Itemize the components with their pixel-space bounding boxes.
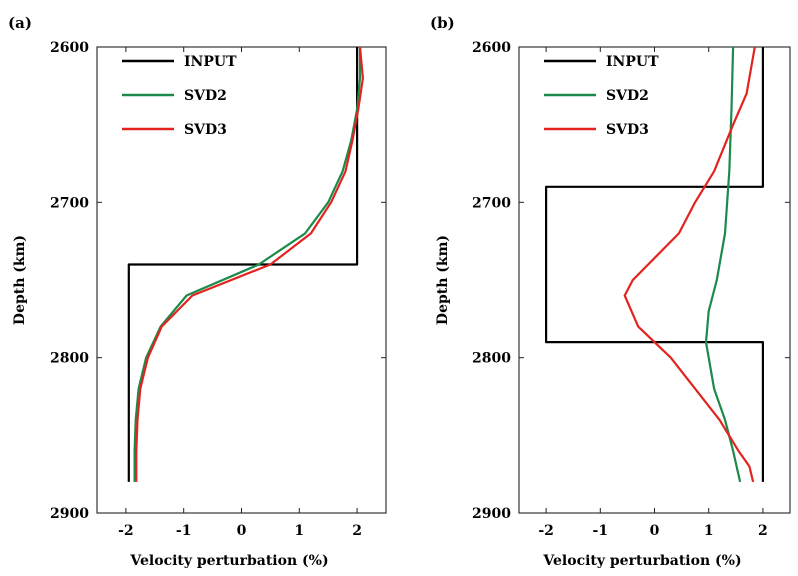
panel-b: (b) -2 -1 0 1 2 2600 2700 2800 2900 Velocity pertu…: [430, 14, 791, 569]
legend-label: SVD3: [606, 122, 649, 138]
panel-label: (b): [430, 14, 455, 32]
y-tick-label: 2800: [50, 351, 89, 367]
legend-label: SVD2: [606, 88, 649, 104]
y-tick-label: 2600: [50, 40, 89, 56]
panel-a: (a) -2 -1 0 1 2 2600 2700 2800 2900 Velocity pertu…: [8, 14, 387, 569]
y-tick-label: 2600: [472, 40, 511, 56]
x-tick-label: -1: [176, 523, 192, 539]
x-tick-label: -2: [538, 523, 554, 539]
y-axis-label: Depth (km): [435, 235, 451, 325]
panel-label: (a): [8, 14, 32, 32]
y-tick-label: 2900: [472, 506, 511, 522]
legend-label: INPUT: [184, 54, 237, 70]
plot-frame: [96, 46, 387, 514]
legend-label: SVD2: [184, 88, 227, 104]
y-tick-label: 2700: [50, 195, 89, 211]
series-line-svd2: [704, 46, 742, 483]
y-tick-label: 2800: [472, 351, 511, 367]
legend-label: INPUT: [606, 54, 659, 70]
x-axis-label: Velocity perturbation (%): [542, 553, 741, 569]
x-tick-label: -2: [118, 523, 134, 539]
y-tick-label: 2900: [50, 506, 89, 522]
series-line-svd3: [623, 46, 756, 483]
series-line-svd2: [133, 47, 362, 482]
y-tick-label: 2700: [472, 195, 511, 211]
plot-frame: [518, 46, 791, 514]
x-tick-label: 0: [650, 523, 660, 539]
x-tick-label: -1: [593, 523, 609, 539]
series-line-input: [544, 47, 765, 482]
legend-label: SVD3: [184, 122, 227, 138]
x-axis-label: Velocity perturbation (%): [129, 553, 328, 569]
x-tick-label: 2: [758, 523, 768, 539]
x-tick-label: 2: [352, 523, 362, 539]
x-tick-label: 0: [237, 523, 247, 539]
x-tick-label: 1: [704, 523, 714, 539]
series-line-input: [127, 47, 359, 482]
y-axis-label: Depth (km): [12, 235, 28, 325]
series-line-svd3: [135, 46, 364, 482]
x-tick-label: 1: [294, 523, 304, 539]
